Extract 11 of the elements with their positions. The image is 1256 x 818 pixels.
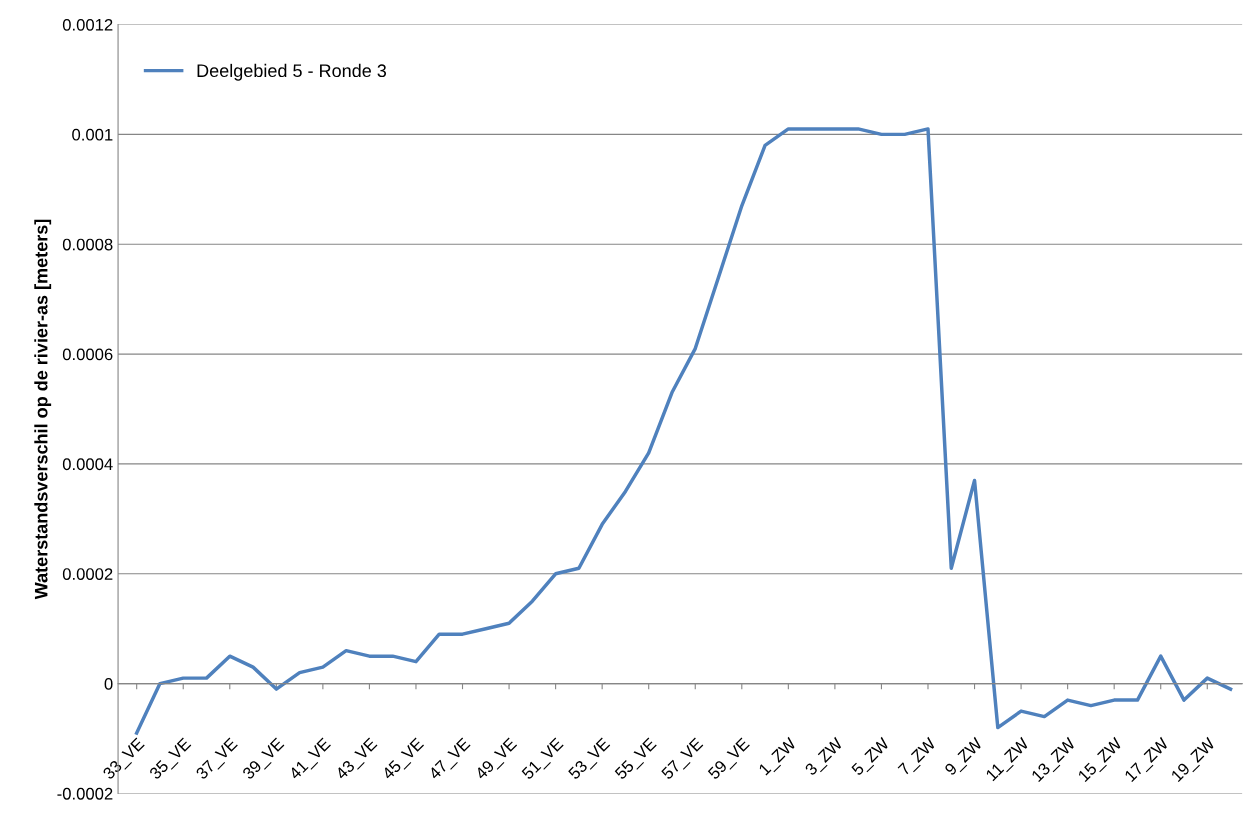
y-tick-label: 0 (104, 678, 113, 690)
y-tick-label: 0.001 (72, 128, 113, 141)
y-tick-label: 0.0002 (62, 568, 113, 580)
y-tick-label: 0.0004 (62, 458, 113, 471)
y-tick-label: -0.0002 (57, 787, 113, 800)
legend-label: Deelgebied 5 - Ronde 3 (197, 63, 387, 81)
y-axis-title: Waterstandsverschil op de rivier-as [meters] (34, 219, 52, 600)
y-tick-label: 0.0012 (62, 18, 113, 31)
y-tick-label: 0.0008 (62, 238, 113, 251)
y-tick-label: 0.0006 (62, 348, 113, 361)
line-series (134, 127, 1233, 735)
